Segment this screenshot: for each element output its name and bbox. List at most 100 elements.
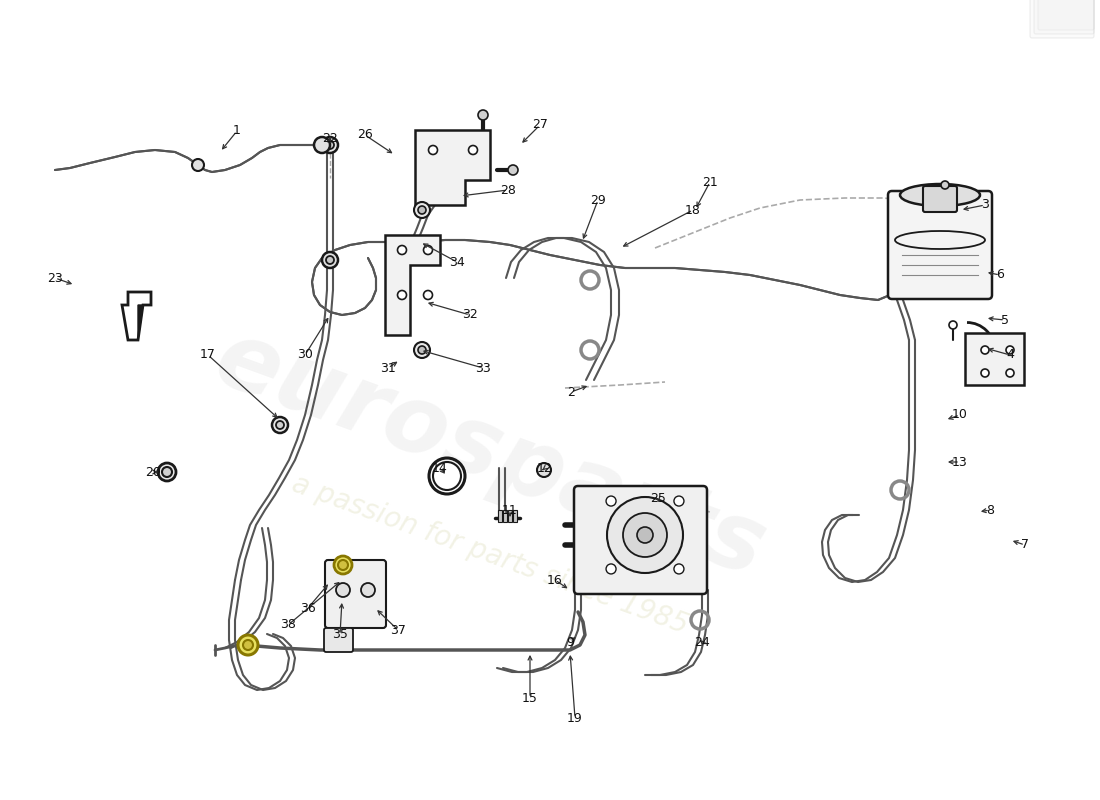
Text: 26: 26 <box>358 129 373 142</box>
Circle shape <box>238 635 258 655</box>
Text: 12: 12 <box>537 462 553 474</box>
Text: 29: 29 <box>590 194 606 206</box>
Circle shape <box>334 556 352 574</box>
Text: 16: 16 <box>547 574 563 586</box>
Circle shape <box>469 146 477 154</box>
Text: 38: 38 <box>280 618 296 631</box>
Circle shape <box>606 564 616 574</box>
Circle shape <box>338 560 348 570</box>
Circle shape <box>397 290 407 299</box>
FancyBboxPatch shape <box>324 628 353 652</box>
Text: 1: 1 <box>233 125 241 138</box>
Circle shape <box>414 202 430 218</box>
Circle shape <box>192 159 204 171</box>
Circle shape <box>272 417 288 433</box>
Circle shape <box>336 583 350 597</box>
Circle shape <box>397 246 407 254</box>
Text: 9: 9 <box>566 635 574 649</box>
Text: 5: 5 <box>1001 314 1009 326</box>
Bar <box>498 510 502 522</box>
Bar <box>513 510 517 522</box>
Text: 33: 33 <box>475 362 491 374</box>
Circle shape <box>478 110 488 120</box>
Circle shape <box>981 346 989 354</box>
Circle shape <box>414 342 430 358</box>
Polygon shape <box>138 305 143 340</box>
Text: 13: 13 <box>953 455 968 469</box>
Circle shape <box>508 165 518 175</box>
Circle shape <box>607 497 683 573</box>
Circle shape <box>949 321 957 329</box>
Circle shape <box>940 181 949 189</box>
Text: 20: 20 <box>145 466 161 478</box>
Circle shape <box>418 346 426 354</box>
FancyBboxPatch shape <box>324 560 386 628</box>
Circle shape <box>162 467 172 477</box>
Bar <box>503 510 507 522</box>
Text: 4: 4 <box>1006 349 1014 362</box>
Text: 17: 17 <box>200 349 216 362</box>
Text: 35: 35 <box>332 629 348 642</box>
Polygon shape <box>415 130 490 205</box>
Circle shape <box>637 527 653 543</box>
FancyBboxPatch shape <box>1034 0 1094 34</box>
Circle shape <box>606 496 616 506</box>
Text: 2: 2 <box>568 386 575 398</box>
Text: eurosparts: eurosparts <box>202 313 778 597</box>
FancyBboxPatch shape <box>1030 0 1094 38</box>
Text: 15: 15 <box>522 691 538 705</box>
Circle shape <box>322 137 338 153</box>
Text: 7: 7 <box>1021 538 1028 551</box>
Circle shape <box>418 206 426 214</box>
FancyBboxPatch shape <box>1038 0 1094 30</box>
Text: 6: 6 <box>997 269 1004 282</box>
Text: 10: 10 <box>953 409 968 422</box>
Text: 32: 32 <box>462 309 477 322</box>
Circle shape <box>981 369 989 377</box>
FancyBboxPatch shape <box>923 186 957 212</box>
Circle shape <box>322 252 338 268</box>
Text: a passion for parts since 1985: a passion for parts since 1985 <box>288 470 692 640</box>
Circle shape <box>158 463 176 481</box>
Text: 23: 23 <box>47 271 63 285</box>
Text: 28: 28 <box>500 183 516 197</box>
Text: 11: 11 <box>502 503 518 517</box>
Text: 25: 25 <box>650 491 666 505</box>
Text: 24: 24 <box>694 635 710 649</box>
Text: 22: 22 <box>322 131 338 145</box>
Text: 19: 19 <box>568 711 583 725</box>
Text: 21: 21 <box>702 175 718 189</box>
Circle shape <box>537 463 551 477</box>
Text: 30: 30 <box>297 349 312 362</box>
Polygon shape <box>122 292 151 340</box>
Circle shape <box>361 583 375 597</box>
Text: 14: 14 <box>432 462 448 474</box>
Bar <box>508 510 512 522</box>
Circle shape <box>674 564 684 574</box>
Text: 18: 18 <box>685 203 701 217</box>
Circle shape <box>314 137 330 153</box>
Circle shape <box>1006 346 1014 354</box>
Text: 31: 31 <box>381 362 396 374</box>
Text: 27: 27 <box>532 118 548 131</box>
Circle shape <box>424 246 432 254</box>
Circle shape <box>326 141 334 149</box>
Circle shape <box>429 146 438 154</box>
FancyBboxPatch shape <box>574 486 707 594</box>
Text: 34: 34 <box>449 255 465 269</box>
Circle shape <box>674 496 684 506</box>
Circle shape <box>424 290 432 299</box>
Text: 8: 8 <box>986 503 994 517</box>
FancyBboxPatch shape <box>888 191 992 299</box>
Text: 36: 36 <box>300 602 316 614</box>
Circle shape <box>623 513 667 557</box>
Ellipse shape <box>900 184 980 206</box>
FancyBboxPatch shape <box>965 333 1024 385</box>
Text: 37: 37 <box>390 623 406 637</box>
Circle shape <box>243 640 253 650</box>
Text: 3: 3 <box>981 198 989 211</box>
Polygon shape <box>385 235 440 335</box>
Circle shape <box>1006 369 1014 377</box>
Circle shape <box>433 462 461 490</box>
Circle shape <box>326 256 334 264</box>
